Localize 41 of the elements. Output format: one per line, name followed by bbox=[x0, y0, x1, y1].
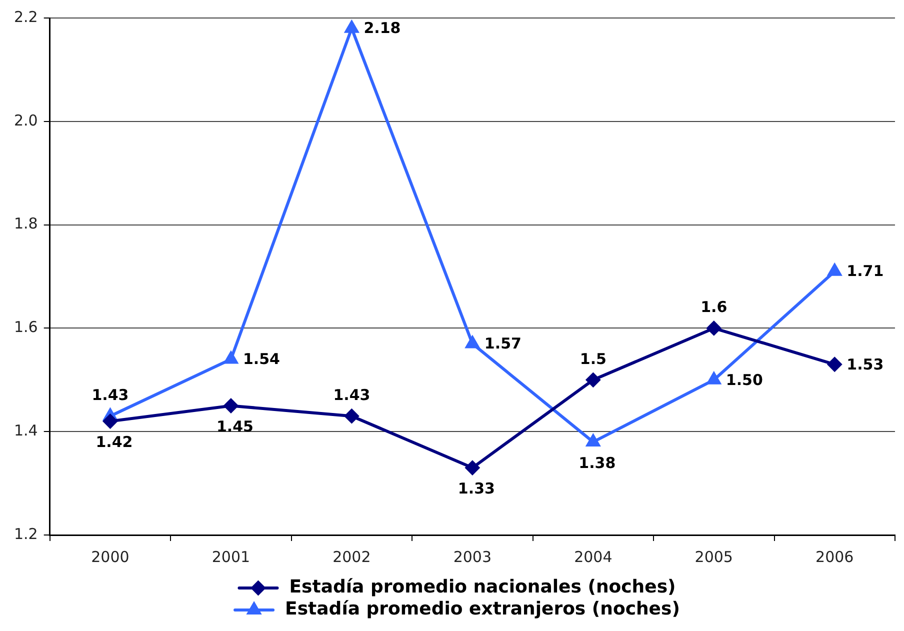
data-label: 1.6 bbox=[700, 298, 728, 316]
data-label: 1.43 bbox=[333, 386, 370, 404]
x-tick-label: 2004 bbox=[574, 548, 612, 566]
data-label: 1.43 bbox=[92, 386, 129, 404]
y-tick-label: 2.0 bbox=[14, 111, 38, 130]
point bbox=[223, 398, 238, 414]
point bbox=[706, 371, 722, 384]
point bbox=[827, 356, 842, 372]
point bbox=[586, 372, 601, 388]
point bbox=[224, 350, 238, 364]
point bbox=[465, 335, 480, 348]
data-label: 1.50 bbox=[726, 370, 763, 389]
legend-label: Estadía promedio nacionales (noches) bbox=[289, 576, 676, 598]
x-tick-label: 2006 bbox=[816, 548, 854, 566]
data-label: 1.38 bbox=[578, 454, 616, 472]
y-tick-label: 1.2 bbox=[14, 524, 38, 543]
data-label: 1.54 bbox=[242, 350, 280, 368]
y-tick-label: 2.2 bbox=[14, 8, 38, 26]
x-tick-label: 2001 bbox=[212, 548, 250, 566]
data-label: 1.45 bbox=[216, 418, 254, 436]
x-tick-label: 2005 bbox=[694, 548, 733, 566]
point bbox=[102, 414, 118, 429]
y-tick-label: 1.8 bbox=[14, 214, 38, 233]
data-label: 1.33 bbox=[458, 480, 495, 498]
data-label: 1.53 bbox=[846, 355, 884, 374]
data-label: 2.18 bbox=[364, 19, 401, 38]
data-label: 1.42 bbox=[96, 433, 133, 452]
data-label: 1.5 bbox=[580, 350, 606, 368]
legend-label: Estadía promedio extranjeros (noches) bbox=[285, 598, 680, 620]
y-tick-label: 1.6 bbox=[14, 318, 38, 336]
data-label: 1.71 bbox=[846, 262, 884, 280]
point bbox=[344, 20, 360, 33]
point bbox=[344, 408, 360, 424]
data-label: 1.57 bbox=[484, 334, 522, 353]
point bbox=[827, 262, 842, 276]
x-tick-label: 2003 bbox=[453, 548, 492, 566]
x-tick-label: 2002 bbox=[332, 548, 371, 566]
y-tick-label: 1.4 bbox=[14, 421, 38, 440]
point bbox=[706, 320, 722, 336]
point bbox=[464, 460, 480, 476]
x-tick-label: 2000 bbox=[91, 548, 130, 566]
